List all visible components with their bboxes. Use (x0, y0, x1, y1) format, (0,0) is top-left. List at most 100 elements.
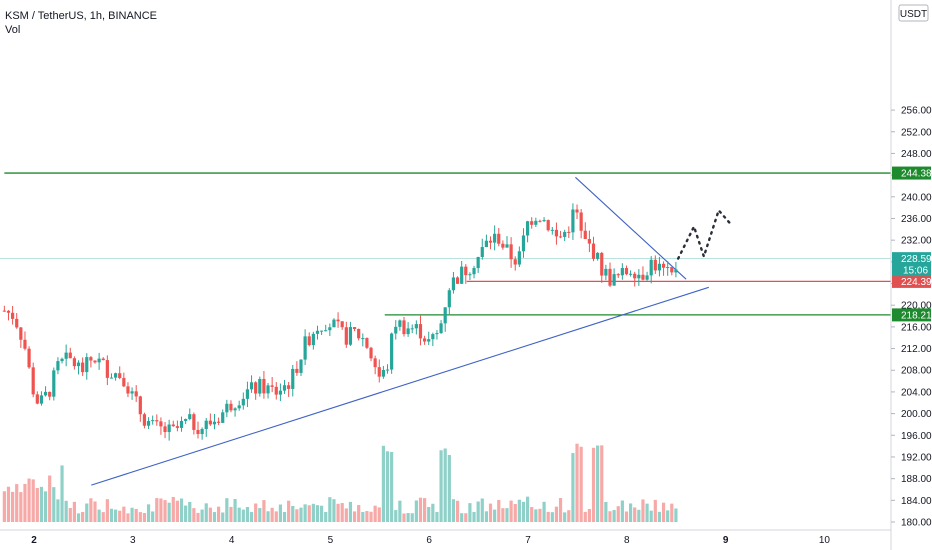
volume-bar (10, 491, 15, 522)
candle-body (398, 320, 402, 327)
volume-bar (616, 506, 620, 522)
volume-bar (554, 506, 559, 522)
candle-body (299, 359, 303, 373)
candle-body (381, 369, 385, 377)
time-tick-label: 9 (723, 535, 729, 546)
candle-body (97, 358, 101, 363)
candle-body (134, 391, 138, 397)
candle-body (60, 358, 64, 362)
candle-body (484, 240, 488, 248)
volume-bar (233, 499, 237, 522)
candle-body (212, 421, 217, 425)
candle-body (76, 362, 81, 367)
volume-bar (344, 508, 348, 522)
candle-body (196, 429, 200, 434)
candle-body (538, 220, 542, 222)
candle-body (628, 273, 633, 275)
candle-body (369, 347, 373, 359)
price-tag-label: 244.38 (901, 169, 932, 180)
currency-badge[interactable]: USDT (898, 4, 929, 22)
candle-body (171, 424, 175, 427)
candle-body (525, 221, 530, 236)
candle-body (332, 319, 336, 328)
candle-body (249, 382, 254, 390)
price-tick-label: 240.00 (901, 192, 932, 203)
candle-body (554, 229, 559, 237)
candle-body (287, 385, 291, 389)
time-tick-label: 8 (624, 535, 630, 546)
volume-bar (377, 507, 381, 522)
volume-bar (105, 499, 109, 522)
candle-body (208, 420, 212, 425)
volume-bar (513, 504, 517, 522)
volume-bar (431, 503, 435, 522)
candle-body (221, 412, 225, 423)
volume-bar (319, 505, 324, 522)
price-tag-label: 224.39 (901, 277, 932, 288)
candle-body (130, 391, 134, 394)
volume-bar (60, 465, 64, 522)
candle-body (641, 274, 645, 280)
candle-body (311, 333, 315, 346)
candle-body (19, 327, 23, 340)
volume-bar (241, 509, 245, 522)
candle-body (216, 421, 221, 423)
candle-body (31, 367, 35, 395)
candle-body (414, 324, 418, 329)
candle-body (118, 373, 122, 379)
volume-bar (369, 511, 373, 522)
candle-body (616, 274, 620, 276)
volume-bar (196, 512, 200, 522)
price-tag (892, 166, 931, 180)
candle-body (394, 326, 398, 334)
candle-body (204, 420, 208, 429)
projection-path (676, 207, 732, 261)
volume-bar (439, 450, 443, 522)
volume-bar (484, 511, 488, 522)
candle-body (406, 328, 410, 335)
candle-body (6, 310, 11, 313)
volume-bar (620, 500, 624, 522)
candle-body (361, 338, 365, 340)
candle-body (27, 348, 31, 368)
volume-bar (118, 510, 122, 522)
volume-bar (612, 510, 616, 522)
price-tag (892, 252, 931, 277)
volume-bar (130, 507, 134, 522)
candle-body (509, 244, 513, 260)
candle-body (657, 263, 662, 271)
candle-body (505, 244, 509, 248)
candle-body (163, 426, 167, 433)
volume-bar (558, 498, 563, 522)
volume-bar (398, 500, 402, 522)
volume-bar (324, 511, 328, 522)
candle-body (439, 323, 443, 334)
volume-bar (538, 508, 542, 522)
candle-body (575, 209, 579, 213)
candle-body (122, 378, 126, 387)
candle-body (344, 327, 348, 345)
candle-body (385, 369, 390, 371)
drawings (0, 172, 891, 486)
candle-body (596, 252, 600, 259)
volume-bar (361, 511, 365, 522)
volume-bar (422, 498, 427, 522)
candle-body (225, 403, 229, 413)
volume-indicator-label: Vol (5, 24, 21, 36)
candle-body (200, 428, 204, 434)
volume-bar (192, 508, 196, 522)
volume-bar (600, 445, 604, 522)
volume-bar (365, 510, 369, 522)
candle-body (464, 266, 468, 276)
candle-body (43, 391, 48, 396)
candle-body (612, 274, 616, 286)
volume-bar (171, 496, 175, 522)
volume-bar (414, 500, 418, 522)
price-tick-label: 188.00 (901, 474, 932, 485)
candle-body (254, 382, 258, 394)
price-tick-label: 248.00 (901, 149, 932, 160)
volume-bar (406, 513, 410, 522)
candle-body (295, 368, 299, 373)
candle-body (534, 220, 538, 225)
